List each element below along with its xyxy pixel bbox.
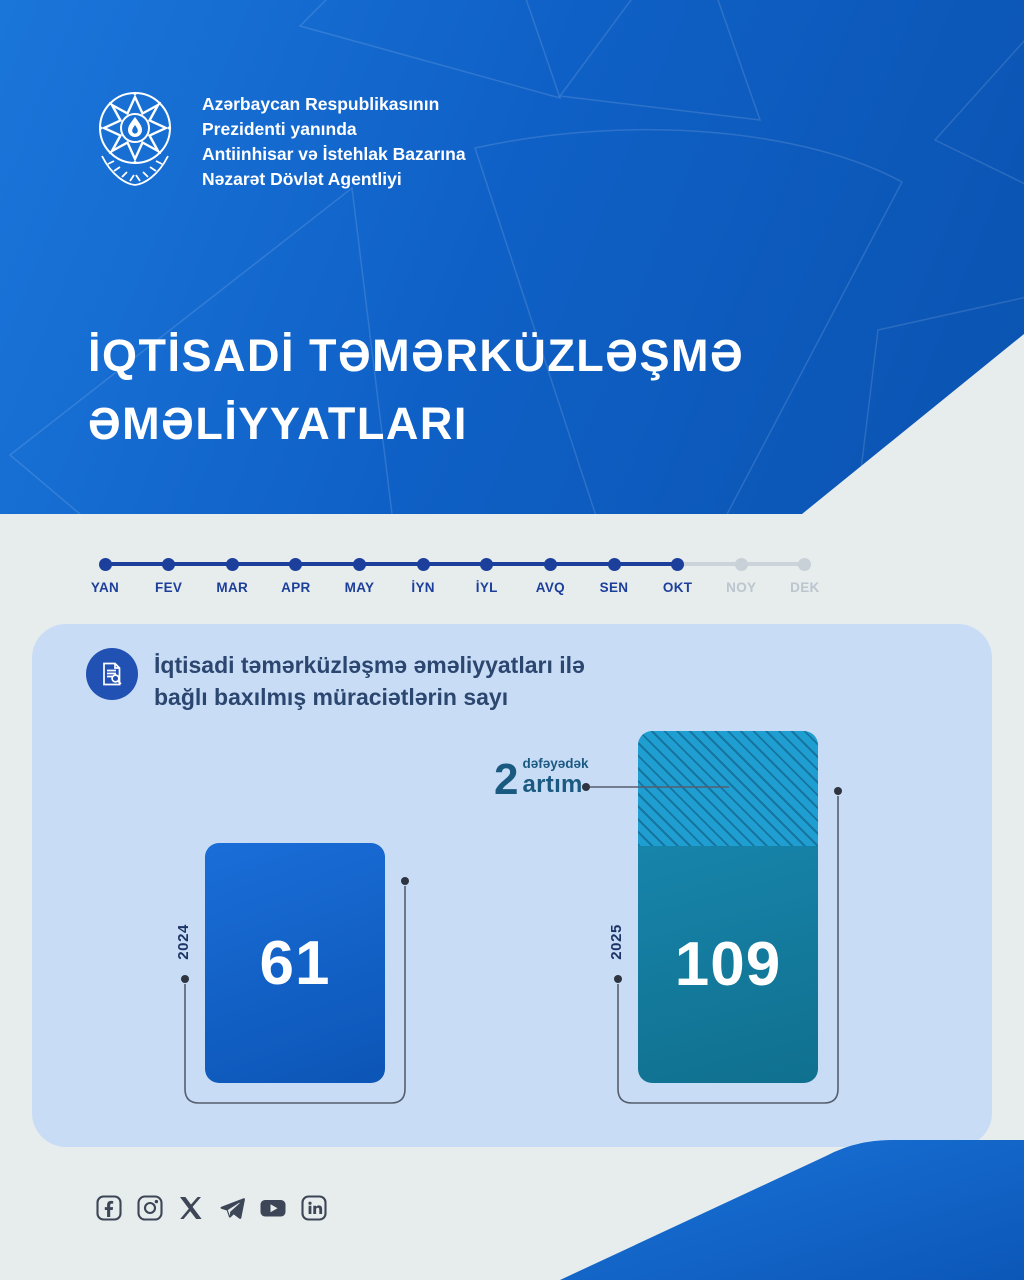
timeline-dot (289, 558, 303, 571)
timeline-month-mar: MAR (212, 553, 252, 595)
timeline-month-may: MAY (340, 553, 380, 595)
growth-annotation: 2 dəfəyədək artım (494, 755, 589, 804)
chart-title-line: İqtisadi təmərküzləşmə əməliyyatları ilə (154, 652, 585, 678)
timeline-month-okt: OKT (658, 553, 698, 595)
timeline-month-label: DEK (790, 580, 820, 595)
category-label-2025: 2025 (608, 924, 625, 960)
agency-name-line: Nəzarət Dövlət Agentliyi (202, 168, 402, 189)
category-label-2024: 2024 (175, 924, 192, 960)
timeline-month-sen: SEN (594, 553, 634, 595)
timeline-month-fev: FEV (149, 553, 189, 595)
social-icons-bar (95, 1194, 328, 1222)
page-title: İQTİSADİ TƏMƏRKÜZLƏŞMƏ ƏMƏLİYYATLARI (88, 322, 744, 457)
bar-2024: 61 (205, 843, 385, 1083)
state-emblem-logo (98, 91, 172, 186)
timeline-dot (162, 558, 176, 571)
timeline-month-yan: YAN (85, 553, 125, 595)
agency-name-line: Prezidenti yanında (202, 118, 357, 139)
page-title-line: ƏMƏLİYYATLARI (88, 397, 468, 449)
youtube-icon[interactable] (259, 1194, 287, 1222)
timeline-dot (416, 558, 430, 571)
timeline-month-label: APR (281, 580, 311, 595)
timeline-month-label: YAN (90, 580, 120, 595)
agency-name-line: Azərbaycan Respublikasının (202, 94, 440, 114)
timeline-month-label: NOY (726, 580, 757, 595)
bar-2025-value: 109 (674, 930, 782, 999)
timeline-dot (480, 558, 494, 571)
timeline-month-label: MAY (344, 580, 375, 595)
growth-annotation-number: 2 (494, 755, 519, 804)
facebook-icon[interactable] (95, 1194, 123, 1222)
timeline-dot (98, 558, 112, 571)
hero-header: Azərbaycan Respublikasının Prezidenti ya… (0, 0, 1024, 514)
timeline-dot (798, 558, 812, 571)
telegram-icon[interactable] (218, 1194, 246, 1222)
timeline-month-label: OKT (662, 580, 693, 595)
timeline-month-label: AVQ (535, 580, 565, 595)
growth-annotation-word: artım (522, 771, 583, 798)
timeline-dot (607, 558, 621, 571)
timeline-month-dek: DEK (785, 553, 825, 595)
timeline-month-label: İYL (475, 580, 498, 595)
instagram-icon[interactable] (136, 1194, 164, 1222)
bar-2024-value: 61 (259, 928, 331, 998)
timeline-dot (671, 558, 685, 571)
agency-name: Azərbaycan Respublikasının Prezidenti ya… (202, 92, 466, 191)
timeline-month-label: İYN (411, 580, 435, 595)
bar-2025: 109 (638, 846, 818, 1083)
brand-block: Azərbaycan Respublikasının Prezidenti ya… (92, 84, 466, 191)
x-twitter-icon[interactable] (177, 1194, 205, 1222)
timeline-dot (543, 558, 557, 571)
timeline-month-apr: APR (276, 553, 316, 595)
timeline-months: YAN FEV MAR APR MAY İYN İYL AVQ SEN OKT NOY DEK (85, 553, 825, 595)
chart-title: İqtisadi təmərküzləşmə əməliyyatları ilə… (154, 649, 585, 713)
month-timeline: YAN FEV MAR APR MAY İYN İYL AVQ SEN OKT NOY DEK (85, 553, 825, 605)
timeline-month-i̇yn: İYN (403, 553, 443, 595)
page-title-line: İQTİSADİ TƏMƏRKÜZLƏŞMƏ (88, 330, 745, 381)
timeline-month-noy: NOY (721, 553, 761, 595)
timeline-dot (225, 558, 239, 571)
linkedin-icon[interactable] (300, 1194, 328, 1222)
agency-name-line: Antiinhisar və İstehlak Bazarına (202, 143, 466, 164)
timeline-month-avq: AVQ (530, 553, 570, 595)
timeline-active-line (105, 562, 679, 566)
timeline-month-i̇yl: İYL (467, 553, 507, 595)
timeline-dot (353, 558, 366, 571)
timeline-month-label: FEV (155, 580, 183, 595)
growth-annotation-small-text: dəfəyədək (522, 756, 589, 771)
bar-2025-increase-hatched-segment (638, 731, 818, 846)
timeline-dot (734, 558, 748, 571)
timeline-month-label: SEN (599, 580, 629, 595)
document-search-icon (86, 648, 138, 700)
chart-card: İqtisadi təmərküzləşmə əməliyyatları ilə… (32, 624, 992, 1147)
timeline-month-label: MAR (216, 580, 249, 595)
chart-title-line: bağlı baxılmış müraciətlərin sayı (154, 684, 509, 711)
